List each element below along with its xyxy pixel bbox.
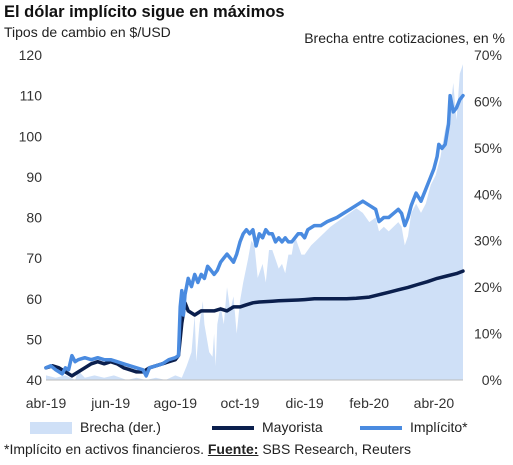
series-brecha-area bbox=[46, 64, 463, 381]
y-right-tick-label: 0% bbox=[482, 372, 502, 388]
y-axis-left-label: Tipos de cambio en $/USD bbox=[4, 24, 171, 40]
x-tick-label: ago-19 bbox=[154, 395, 198, 411]
legend-label-implicito: Implícito* bbox=[410, 419, 468, 435]
x-tick-label: dic-19 bbox=[286, 395, 324, 411]
legend-label-mayorista: Mayorista bbox=[262, 419, 323, 435]
series-mayorista-line bbox=[44, 269, 465, 378]
x-tick-label: jun-19 bbox=[90, 395, 130, 411]
x-tick-label: abr-19 bbox=[26, 395, 67, 411]
legend: Brecha (der.) Mayorista Implícito* bbox=[0, 419, 513, 441]
y-left-tick-label: 110 bbox=[20, 88, 43, 104]
y-left-tick-label: 70 bbox=[26, 250, 42, 266]
y-axis-left-ticks: 40 50 60 70 80 90 100 110 120 bbox=[19, 47, 43, 388]
x-tick-label: oct-19 bbox=[220, 395, 259, 411]
y-left-tick-label: 100 bbox=[19, 128, 43, 144]
chart-title: El dólar implícito sigue en máximos bbox=[4, 3, 285, 21]
source-label: Fuente: bbox=[207, 441, 259, 457]
y-left-tick-label: 40 bbox=[26, 372, 42, 388]
legend-swatch-implicito bbox=[360, 426, 402, 431]
y-right-tick-label: 60% bbox=[474, 93, 502, 109]
legend-swatch-mayorista bbox=[212, 426, 254, 431]
y-axis-right-ticks: 0% 10% 20% 30% 40% 50% 60% 70% bbox=[474, 47, 502, 388]
series-implicito-line bbox=[44, 93, 465, 378]
y-left-tick-label: 120 bbox=[19, 47, 43, 63]
y-left-tick-label: 50 bbox=[26, 331, 42, 347]
legend-item-implicito: Implícito* bbox=[360, 419, 468, 435]
y-right-tick-label: 40% bbox=[474, 186, 502, 202]
legend-swatch-brecha bbox=[30, 422, 72, 435]
legend-item-mayorista: Mayorista bbox=[212, 419, 323, 435]
legend-label-brecha: Brecha (der.) bbox=[80, 419, 161, 435]
y-right-tick-label: 20% bbox=[474, 279, 502, 295]
brecha-area-layer bbox=[46, 64, 463, 381]
y-left-tick-label: 80 bbox=[26, 210, 42, 226]
chart-canvas: 40 50 60 70 80 90 100 110 120 0% 10% 20% 30% 40% 50% 6… bbox=[19, 47, 502, 411]
y-right-tick-label: 30% bbox=[474, 233, 502, 249]
y-right-tick-label: 50% bbox=[474, 140, 502, 156]
legend-item-brecha: Brecha (der.) bbox=[30, 419, 161, 435]
footnote-text: *Implícito en activos financieros. bbox=[4, 441, 208, 457]
y-right-tick-label: 70% bbox=[474, 47, 502, 63]
y-axis-right-label: Brecha entre cotizaciones, en % bbox=[304, 30, 505, 46]
source-text: SBS Research, Reuters bbox=[258, 441, 411, 457]
y-right-tick-label: 10% bbox=[474, 326, 502, 342]
footnote: *Implícito en activos financieros. Fuent… bbox=[4, 441, 411, 457]
y-left-tick-label: 60 bbox=[26, 291, 42, 307]
x-axis-ticks: abr-19 jun-19 ago-19 oct-19 dic-19 feb-20 abr-… bbox=[26, 395, 455, 411]
x-tick-label: feb-20 bbox=[349, 395, 389, 411]
x-tick-label: abr-20 bbox=[414, 395, 455, 411]
y-left-tick-label: 90 bbox=[26, 169, 42, 185]
lines-layer bbox=[44, 93, 465, 378]
